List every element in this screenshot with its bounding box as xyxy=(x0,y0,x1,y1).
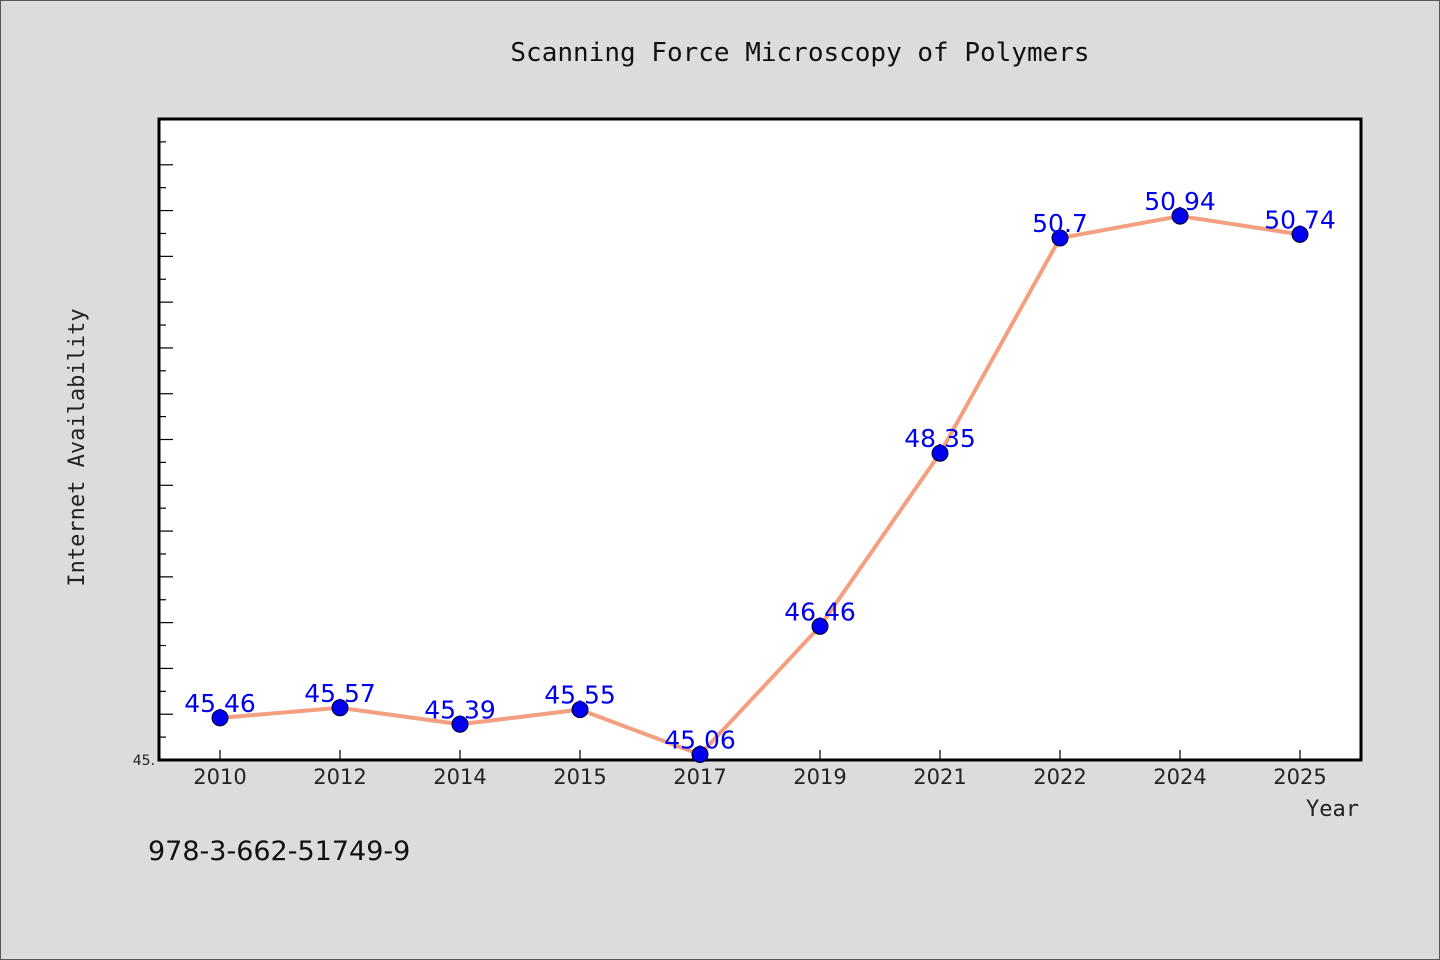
data-point xyxy=(1291,225,1309,243)
x-tick-label: 2022 xyxy=(1033,765,1086,789)
isbn-note: 978-3-662-51749-9 xyxy=(148,836,411,867)
chart-title: Scanning Force Microscopy of Polymers xyxy=(510,38,1089,68)
y-axis-ticks: 45. xyxy=(133,118,173,769)
x-tick-label: 2014 xyxy=(433,765,486,789)
x-tick-label: 2010 xyxy=(193,765,246,789)
x-axis-ticks: 2010 2012 2014 2015 2017 2019 2021 2022 2024 2025 xyxy=(193,750,1327,789)
data-label: 45.57 xyxy=(304,679,376,708)
plot-area xyxy=(157,117,1363,762)
x-tick-label: 2019 xyxy=(793,765,846,789)
x-axis-label: Year xyxy=(1306,797,1359,822)
x-tick-label: 2012 xyxy=(313,765,366,789)
y-tick-label: 45. xyxy=(133,753,155,769)
x-tick-label: 2021 xyxy=(913,765,966,789)
x-tick-label: 2025 xyxy=(1273,765,1326,789)
series-layer: 45.46 45.57 45.39 45.55 45.06 46.46 48.35 50.7 5… xyxy=(184,187,1336,764)
data-label: 46.46 xyxy=(784,597,856,626)
data-point xyxy=(571,701,589,719)
data-point xyxy=(931,444,949,462)
y-axis-label: Internet Availability xyxy=(65,308,90,586)
data-label: 45.55 xyxy=(544,681,616,710)
data-label: 48.35 xyxy=(904,424,976,453)
data-point xyxy=(331,699,349,717)
data-label: 45.06 xyxy=(664,726,736,755)
data-point xyxy=(211,709,229,727)
data-label: 50.74 xyxy=(1264,205,1336,234)
x-tick-label: 2017 xyxy=(673,765,726,789)
data-point xyxy=(451,715,469,733)
data-point xyxy=(691,746,709,764)
data-point xyxy=(1171,207,1189,225)
data-label: 50.94 xyxy=(1144,187,1216,216)
data-label: 50.7 xyxy=(1032,209,1088,238)
x-tick-label: 2024 xyxy=(1153,765,1206,789)
data-point xyxy=(1051,229,1069,247)
data-point xyxy=(811,617,829,635)
data-label: 45.39 xyxy=(424,695,496,724)
x-tick-label: 2015 xyxy=(553,765,606,789)
data-label: 45.46 xyxy=(184,689,256,718)
series-line xyxy=(219,214,1301,757)
